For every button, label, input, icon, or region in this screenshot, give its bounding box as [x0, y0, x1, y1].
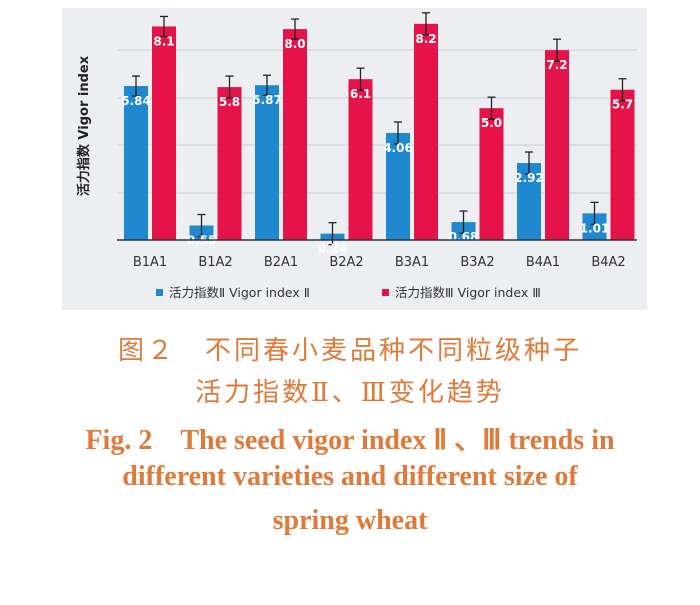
caption-en-line1: Fig. 2 The seed vigor index Ⅱ 、Ⅲ trends … [85, 425, 615, 456]
caption-en-line3: spring wheat [272, 505, 428, 536]
bar-vigor-index-2-B1A1 [124, 86, 148, 240]
x-tick-label: B2A1 [264, 255, 298, 270]
data-label: 8.1 [153, 34, 174, 48]
data-label: 0.24 [318, 242, 348, 256]
caption-en-line2: different varieties and different size o… [122, 461, 578, 492]
bar-chart: 5.848.10.555.8 5.878.00.246.14.068.20.685… [76, 12, 637, 300]
bar-vigor-index-3-B3A2 [479, 108, 504, 240]
x-tick-label: B4A1 [526, 255, 560, 270]
bar-vigor-index-3-B2A2 [348, 79, 373, 240]
data-label: 4.06 [383, 141, 413, 155]
bar-vigor-index-3-B4A1 [545, 50, 569, 240]
x-tick-labels: B1A1 B1A2 B2A1 B2A2 B3A1 B3A2 B4A1 B4A2 [133, 255, 626, 270]
data-label: 2.92 [514, 171, 544, 185]
bar-vigor-index-3-B3A1 [414, 23, 438, 241]
data-label: 8.2 [415, 32, 436, 46]
caption-cn-line1: 图２ 不同春小麦品种不同粒级种子 [117, 336, 582, 366]
y-axis-label: 活力指数 Vigor index [76, 55, 92, 196]
legend-swatch [156, 289, 163, 296]
legend: 活力指数Ⅱ Vigor index Ⅱ 活力指数Ⅲ Vigor index Ⅲ [156, 285, 541, 300]
legend-label: 活力指数Ⅱ Vigor index Ⅱ [169, 285, 310, 300]
data-label: 5.8 [219, 95, 240, 109]
bar-vigor-index-3-B4A2 [610, 89, 635, 241]
x-tick-label: B1A1 [133, 255, 167, 270]
data-label: 5.0 [481, 116, 502, 130]
legend-label: 活力指数Ⅲ Vigor index Ⅲ [395, 285, 541, 300]
data-label: 5.84 [121, 94, 151, 108]
chart-panel: 5.84 8.1 0.55 5.8 5.87 8.0 0.24 6.1 4.06 8.2 0.68 5… [62, 8, 647, 310]
caption-cn-line2: 活力指数Ⅱ、Ⅲ变化趋势 [195, 378, 505, 408]
data-label: 1.01 [580, 221, 610, 235]
bar-vigor-index-3-B1A2 [217, 87, 242, 240]
data-label: 0.68 [449, 230, 479, 244]
data-label: 7.2 [546, 58, 567, 72]
data-label: 5.87 [252, 93, 282, 107]
x-tick-label: B1A2 [198, 255, 232, 270]
bar-vigor-index-2-B4A1 [517, 163, 541, 240]
bar-vigor-index-3-B2A1 [283, 29, 307, 240]
legend-swatch [382, 289, 389, 296]
bar-vigor-index-2-B2A1 [255, 85, 279, 240]
x-tick-label: B4A2 [591, 255, 625, 270]
x-tick-label: B3A1 [395, 255, 429, 270]
data-label: 5.7 [612, 98, 633, 112]
data-labels: 5.848.10.555.8 5.878.00.246.14.068.20.685… [121, 32, 633, 256]
bars [124, 23, 635, 241]
data-label: 6.1 [350, 87, 371, 101]
bar-vigor-index-3-B1A1 [152, 26, 176, 241]
error-bars [132, 12, 627, 246]
data-label: 8.0 [284, 37, 305, 51]
x-tick-label: B2A2 [329, 255, 363, 270]
bar-vigor-index-2-B3A1 [386, 132, 410, 240]
x-tick-label: B3A2 [460, 255, 494, 270]
